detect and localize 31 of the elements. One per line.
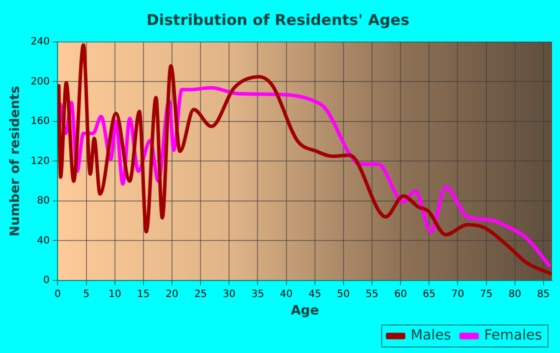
x-tick-label: 30	[222, 288, 236, 300]
legend-label: Females	[484, 328, 542, 344]
x-tick-label: 20	[166, 288, 178, 300]
x-tick-label: 50	[337, 288, 350, 300]
y-tick-label: 160	[30, 116, 50, 128]
x-tick-label: 0	[54, 288, 61, 300]
y-tick-label: 40	[36, 235, 50, 246]
x-tick-label: 10	[108, 288, 122, 300]
x-tick-label: 65	[422, 288, 436, 300]
legend-label: Males	[410, 328, 452, 344]
y-tick-label: 200	[30, 76, 50, 88]
x-tick-label: 85	[537, 288, 550, 300]
x-tick-label: 45	[308, 288, 322, 300]
x-tick-label: 5	[83, 288, 90, 300]
y-tick-label: 120	[30, 156, 50, 167]
x-tick-label: 60	[394, 288, 407, 300]
x-tick-label: 25	[194, 288, 207, 300]
x-tick-label: 15	[137, 288, 150, 300]
x-tick-label: 80	[508, 288, 522, 300]
line-series	[58, 43, 552, 276]
x-axis-title: Age	[290, 304, 320, 319]
y-axis-title: Number of residents	[8, 86, 24, 237]
chart-title: Distribution of Residents' Ages	[146, 10, 410, 29]
x-tick-label: 55	[366, 288, 378, 300]
x-tick-label: 40	[280, 288, 293, 300]
y-tick-label: 0	[43, 274, 50, 286]
y-tick-label: 240	[30, 36, 50, 48]
x-tick-label: 75	[480, 288, 493, 300]
x-tick-label: 70	[451, 288, 464, 300]
y-tick-label: 80	[36, 196, 50, 207]
x-tick-label: 35	[251, 288, 264, 300]
